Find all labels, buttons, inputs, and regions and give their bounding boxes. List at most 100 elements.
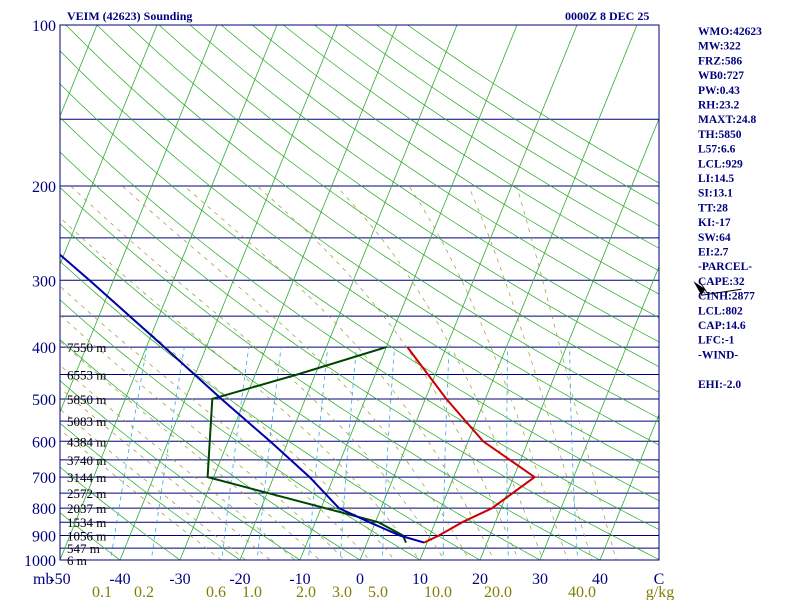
moist-adiabat-line: [60, 429, 222, 560]
moist-adiabat-line: [60, 314, 345, 560]
mixing-ratio-label: 5.0: [368, 584, 388, 600]
index-row: RH:23.2: [698, 100, 739, 112]
mixing-ratio-line: [339, 347, 357, 560]
sounding-profiles: [60, 253, 537, 544]
height-label: 2572 m: [67, 486, 106, 501]
isotherm-line: [419, 25, 638, 560]
index-row: L57:6.6: [698, 144, 736, 156]
temperature-tick-label: -30: [169, 571, 190, 588]
index-row: WB0:727: [698, 70, 744, 82]
mixing-ratio-line: [569, 347, 579, 560]
index-row: -WIND-: [698, 349, 738, 361]
chart-title: VEIM (42623) Sounding: [67, 9, 192, 23]
dry-adiabat-line: [283, 25, 659, 272]
wind-barb-icon: [693, 280, 742, 296]
height-label: 547 m: [67, 541, 100, 556]
pressure-tick-label: 900: [32, 529, 56, 546]
isotherm-line: [119, 25, 338, 560]
temperature-tick-label: 0: [356, 571, 364, 588]
dry-adiabat-line: [0, 25, 13, 571]
dry-adiabat-line: [60, 466, 181, 560]
index-row: MW:322: [698, 41, 741, 53]
mixing-ratio-label: 20.0: [484, 584, 512, 600]
index-row: CAPE:32: [698, 276, 745, 288]
mixing-ratio-label: 3.0: [332, 584, 352, 600]
pressure-tick-label: 400: [32, 340, 56, 357]
height-label: 6 m: [67, 553, 87, 568]
index-row: TH:5850: [698, 129, 742, 141]
plot-frame: [59, 24, 660, 561]
isotherm-line: [239, 25, 458, 560]
temperature-tick-label: -10: [289, 571, 310, 588]
isotherm-line: [299, 25, 518, 560]
index-row: EHI:-2.0: [698, 379, 741, 391]
dry-adiabat-line: [60, 380, 301, 560]
height-label: 1056 m: [67, 529, 106, 544]
index-row: LFC:-1: [698, 335, 735, 347]
pressure-tick-label: 700: [32, 470, 56, 487]
wind-barb-flag: [693, 281, 706, 296]
mixing-ratio-label: 10.0: [424, 584, 452, 600]
moist-adiabat-line: [408, 185, 568, 560]
moist-adiabat-line: [60, 285, 370, 560]
dry-adiabat-line: [60, 339, 361, 560]
dry-adiabat-line: [252, 25, 659, 295]
index-row: KI:-17: [698, 217, 731, 229]
temperature-tick-label: 20: [472, 571, 488, 588]
wind-barb-feather: [698, 280, 708, 294]
index-row: CINH:2877: [698, 291, 755, 303]
height-label: 5850 m: [67, 392, 106, 407]
mixing-ratio-line: [150, 347, 185, 560]
mixing-ratio-line: [221, 347, 250, 560]
pressure-tick-label: 200: [32, 179, 56, 196]
pressure-tick-label: 600: [32, 434, 56, 451]
dry-adiabat-line: [60, 422, 241, 560]
background-lines: [0, 25, 659, 571]
dry-adiabat-line: [60, 83, 659, 502]
mixing-ratio-label: 0.6: [206, 584, 226, 600]
isotherm-line: [359, 25, 578, 560]
isotherm-line: [539, 265, 659, 560]
mixing-ratio-label: 40.0: [568, 584, 596, 600]
mixing-ratio-line: [381, 347, 395, 560]
mixing-ratio-line: [442, 347, 450, 560]
pressure-unit-label: mb: [33, 571, 53, 588]
height-label: 5083 m: [67, 414, 106, 429]
moist-adiabat-line: [257, 185, 519, 560]
dry-adiabat-line: [60, 559, 61, 560]
index-row: WMO:42623: [698, 26, 762, 38]
moist-adiabat-line: [184, 185, 495, 560]
height-label: 4384 m: [67, 434, 106, 449]
mixing-ratio-line: [308, 347, 329, 560]
mixing-ratio-label: 0.1: [92, 584, 112, 600]
indices-panel: WMO:42623 MW:322 FRZ:586 WB0:727 PW:0.43 RH:2…: [698, 26, 762, 391]
index-row: EI:2.7: [698, 247, 729, 259]
dry-adiabat-line: [60, 187, 601, 560]
dry-adiabat-line: [189, 25, 659, 343]
dry-adiabat-line: [158, 25, 659, 368]
temperature-profile-line: [406, 346, 537, 544]
height-label: 6553 m: [67, 367, 106, 382]
temperature-tick-label: 30: [532, 571, 548, 588]
moist-adiabat-line: [60, 216, 420, 560]
isotherm-line: [179, 25, 398, 560]
dry-adiabat-line: [96, 25, 659, 419]
index-row: LCL:802: [698, 305, 743, 317]
dry-adiabat-line: [127, 25, 659, 393]
mixing-ratio-label: 1.0: [242, 584, 262, 600]
index-row: FRZ:586: [698, 55, 742, 67]
height-label: 1534 m: [67, 515, 106, 530]
height-label: 7550 m: [67, 340, 106, 355]
mixing-ratio-line: [110, 347, 148, 560]
dry-adiabat-line: [60, 512, 121, 560]
dry-adiabat-line: [60, 223, 541, 560]
dry-adiabat-line: [65, 25, 659, 446]
index-row: -PARCEL-: [698, 261, 752, 273]
isotherm-line: [60, 25, 218, 414]
isotherm-line: [60, 25, 278, 560]
moist-adiabat-line: [516, 185, 617, 560]
chart-datetime: 0000Z 8 DEC 25: [565, 9, 649, 23]
index-row: SW:64: [698, 232, 731, 244]
